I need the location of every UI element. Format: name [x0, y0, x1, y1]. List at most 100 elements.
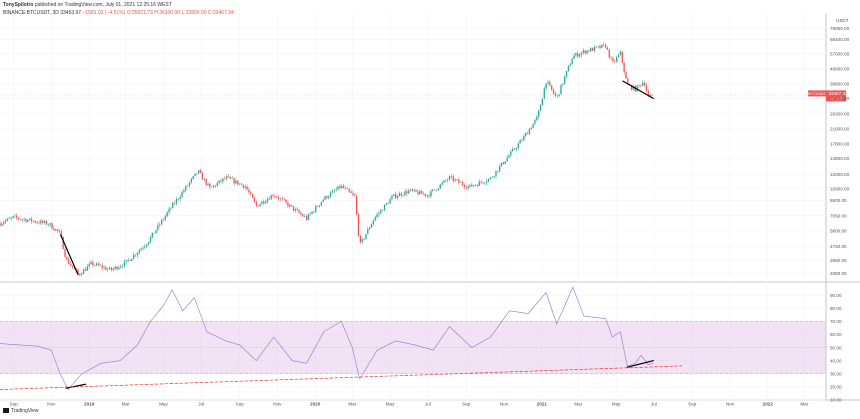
candle-body	[257, 205, 259, 207]
rsi-tick-label: 70.00	[830, 319, 842, 324]
candle-body	[567, 65, 570, 71]
candle-body	[391, 196, 393, 200]
candle-body	[584, 50, 586, 54]
time-tick-label: Sep	[10, 402, 19, 407]
candle-body	[248, 189, 250, 193]
candle-body	[231, 178, 233, 180]
candle-body	[328, 196, 330, 199]
candle-body	[549, 81, 551, 86]
candle-body	[474, 184, 477, 186]
candle-body	[134, 254, 137, 256]
candle-body	[127, 259, 129, 261]
candle-body	[329, 192, 332, 197]
candle-body	[508, 155, 510, 158]
candle-body	[467, 186, 469, 189]
price-divergence-line	[622, 80, 654, 99]
candle-body	[369, 227, 371, 229]
candle-body	[79, 273, 81, 275]
candle-body	[339, 186, 341, 189]
tradingview-logo[interactable]: TradingView	[3, 408, 39, 414]
candle-body	[343, 185, 345, 189]
candle-body	[617, 55, 620, 58]
symbol-tag-bg	[808, 90, 826, 97]
candle-body	[530, 128, 532, 130]
candle-body	[140, 248, 142, 251]
price-tick-label: 38600.00	[830, 82, 850, 87]
candle-body	[144, 246, 146, 248]
candle-body	[538, 110, 540, 117]
candle-body	[367, 228, 369, 235]
candle-body	[203, 178, 205, 180]
candles	[0, 42, 653, 277]
candle-body	[346, 188, 349, 190]
time-tick-label: 2020	[310, 402, 321, 407]
candle-body	[439, 184, 441, 189]
candle-body	[92, 262, 94, 266]
candle-body	[224, 178, 226, 180]
candle-body	[263, 201, 265, 204]
candle-body	[142, 247, 144, 249]
candle-body	[49, 223, 51, 225]
candle-body	[593, 46, 596, 51]
candle-body	[448, 176, 451, 180]
candle-body	[432, 189, 434, 191]
close-value: C:33467.34	[207, 10, 234, 16]
candle-body	[313, 211, 315, 213]
candle-body	[151, 232, 153, 238]
candle-body	[525, 133, 527, 136]
candle-body	[199, 170, 202, 173]
rsi-tick-label: 90.00	[830, 293, 842, 298]
candle-body	[229, 177, 231, 179]
candle-body	[556, 95, 558, 97]
candle-body	[261, 201, 263, 205]
price-tick-label: 57000.00	[830, 51, 850, 56]
candle-body	[220, 180, 222, 182]
candle-body	[123, 261, 126, 267]
rsi-tick-label: 80.00	[830, 306, 842, 311]
candle-body	[513, 148, 516, 150]
candle-body	[578, 54, 581, 57]
candle-body	[380, 209, 382, 213]
candle-body	[632, 86, 635, 90]
candle-body	[218, 180, 220, 184]
candle-body	[186, 185, 189, 187]
candle-body	[10, 217, 12, 219]
candle-body	[45, 221, 48, 225]
candle-body	[16, 215, 18, 218]
candle-body	[636, 85, 638, 92]
candle-body	[469, 184, 471, 187]
time-tick-label: Jul	[425, 402, 431, 407]
candle-body	[577, 53, 579, 57]
candle-body	[94, 265, 96, 266]
candle-body	[107, 269, 109, 270]
candle-body	[382, 209, 384, 211]
candle-body	[435, 189, 438, 191]
candle-body	[121, 266, 124, 267]
candle-body	[168, 208, 170, 213]
candle-body	[283, 199, 285, 200]
candle-body	[66, 256, 68, 260]
candle-body	[437, 188, 440, 191]
candle-body	[395, 194, 397, 198]
candle-body	[101, 265, 103, 269]
candle-body	[406, 191, 408, 194]
candle-body	[305, 216, 308, 220]
time-tick-label: Sep	[462, 402, 471, 407]
candle-body	[458, 179, 460, 183]
price-divergence-line	[60, 234, 79, 276]
time-tick-label: 2019	[84, 402, 95, 407]
candle-body	[374, 217, 376, 221]
candle-body	[428, 195, 430, 197]
candle-body	[393, 194, 395, 197]
currency-label: USDT	[836, 18, 849, 23]
candle-body	[84, 269, 87, 271]
candle-body	[14, 215, 16, 217]
candle-body	[285, 199, 287, 203]
candle-body	[129, 259, 131, 261]
candle-body	[532, 123, 534, 129]
candle-body	[300, 212, 302, 215]
candle-body	[480, 181, 482, 183]
tradingview-logo-icon	[3, 408, 9, 414]
